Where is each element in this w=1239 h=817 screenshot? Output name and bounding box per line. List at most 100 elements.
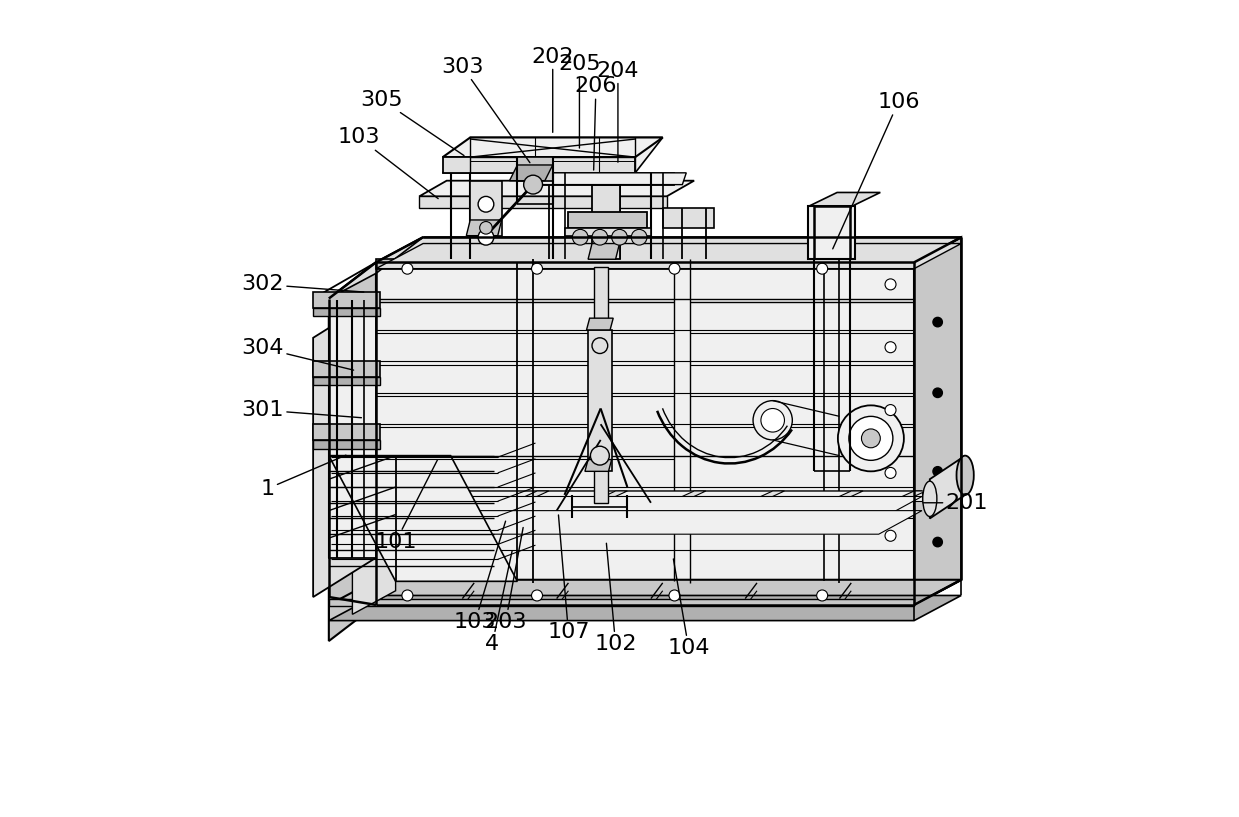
Polygon shape <box>375 237 961 262</box>
Circle shape <box>885 530 896 542</box>
Circle shape <box>669 590 680 601</box>
Circle shape <box>885 279 896 290</box>
Ellipse shape <box>957 456 974 495</box>
Polygon shape <box>643 491 706 515</box>
Polygon shape <box>585 460 612 471</box>
Polygon shape <box>419 181 694 196</box>
Circle shape <box>401 590 413 601</box>
Polygon shape <box>442 137 663 173</box>
Circle shape <box>524 175 543 194</box>
Text: 103: 103 <box>453 521 506 632</box>
Text: 305: 305 <box>361 90 465 155</box>
Polygon shape <box>419 196 667 208</box>
Polygon shape <box>442 157 636 173</box>
Polygon shape <box>809 193 881 206</box>
Polygon shape <box>313 298 375 597</box>
Polygon shape <box>313 440 380 449</box>
Circle shape <box>861 429 881 448</box>
Ellipse shape <box>923 481 937 516</box>
Polygon shape <box>313 308 380 316</box>
Polygon shape <box>509 165 553 181</box>
Polygon shape <box>313 361 380 377</box>
Polygon shape <box>518 157 553 181</box>
Circle shape <box>572 230 589 245</box>
Circle shape <box>761 408 784 432</box>
Polygon shape <box>541 173 674 185</box>
Circle shape <box>817 263 828 275</box>
Circle shape <box>885 404 896 416</box>
Text: 107: 107 <box>548 515 590 642</box>
Text: 1: 1 <box>260 455 346 498</box>
Polygon shape <box>352 491 922 515</box>
Text: 4: 4 <box>486 551 512 654</box>
Text: 103: 103 <box>337 127 439 199</box>
Polygon shape <box>569 212 647 228</box>
Text: 301: 301 <box>242 400 362 420</box>
Circle shape <box>532 590 543 601</box>
Polygon shape <box>914 237 961 605</box>
Text: 303: 303 <box>441 56 530 163</box>
Circle shape <box>838 405 904 471</box>
Polygon shape <box>533 173 686 185</box>
Circle shape <box>612 230 627 245</box>
Polygon shape <box>352 515 878 526</box>
Circle shape <box>885 342 896 353</box>
Polygon shape <box>352 511 922 534</box>
Circle shape <box>478 196 494 212</box>
Text: 202: 202 <box>532 47 574 132</box>
Polygon shape <box>663 208 714 228</box>
Polygon shape <box>408 491 471 515</box>
Polygon shape <box>375 259 914 269</box>
Text: 203: 203 <box>484 528 527 632</box>
Circle shape <box>849 417 893 460</box>
Polygon shape <box>313 262 375 298</box>
Polygon shape <box>929 456 965 519</box>
Text: 101: 101 <box>374 460 437 552</box>
Text: 204: 204 <box>597 60 639 163</box>
Polygon shape <box>313 292 380 308</box>
Polygon shape <box>328 596 961 621</box>
Circle shape <box>933 388 943 398</box>
Text: 304: 304 <box>242 338 353 370</box>
Polygon shape <box>375 243 961 269</box>
Polygon shape <box>328 599 914 606</box>
Polygon shape <box>313 424 380 440</box>
Text: 302: 302 <box>242 275 364 294</box>
Text: 205: 205 <box>558 55 601 148</box>
Polygon shape <box>466 220 502 235</box>
Polygon shape <box>565 228 650 235</box>
Circle shape <box>532 263 543 275</box>
Polygon shape <box>589 243 620 259</box>
Circle shape <box>401 263 413 275</box>
Polygon shape <box>313 377 380 385</box>
Circle shape <box>933 467 943 476</box>
Polygon shape <box>328 456 518 582</box>
Circle shape <box>933 538 943 547</box>
Circle shape <box>885 467 896 479</box>
Polygon shape <box>864 491 926 515</box>
Text: 102: 102 <box>595 543 637 654</box>
Circle shape <box>592 230 607 245</box>
Polygon shape <box>328 580 961 605</box>
Text: 106: 106 <box>833 92 919 249</box>
Polygon shape <box>721 491 784 515</box>
Circle shape <box>669 263 680 275</box>
Polygon shape <box>328 237 422 298</box>
Polygon shape <box>395 491 922 501</box>
Circle shape <box>817 590 828 601</box>
Circle shape <box>753 400 792 440</box>
Polygon shape <box>486 491 549 515</box>
Polygon shape <box>352 497 922 520</box>
Polygon shape <box>442 137 663 157</box>
Polygon shape <box>808 206 855 259</box>
Circle shape <box>632 230 647 245</box>
Text: 206: 206 <box>575 77 617 170</box>
Circle shape <box>591 446 610 465</box>
Polygon shape <box>595 267 607 502</box>
Polygon shape <box>328 298 375 558</box>
Circle shape <box>478 230 494 245</box>
Circle shape <box>479 221 492 234</box>
Polygon shape <box>352 491 395 614</box>
Text: 104: 104 <box>668 559 710 659</box>
Polygon shape <box>375 262 914 605</box>
